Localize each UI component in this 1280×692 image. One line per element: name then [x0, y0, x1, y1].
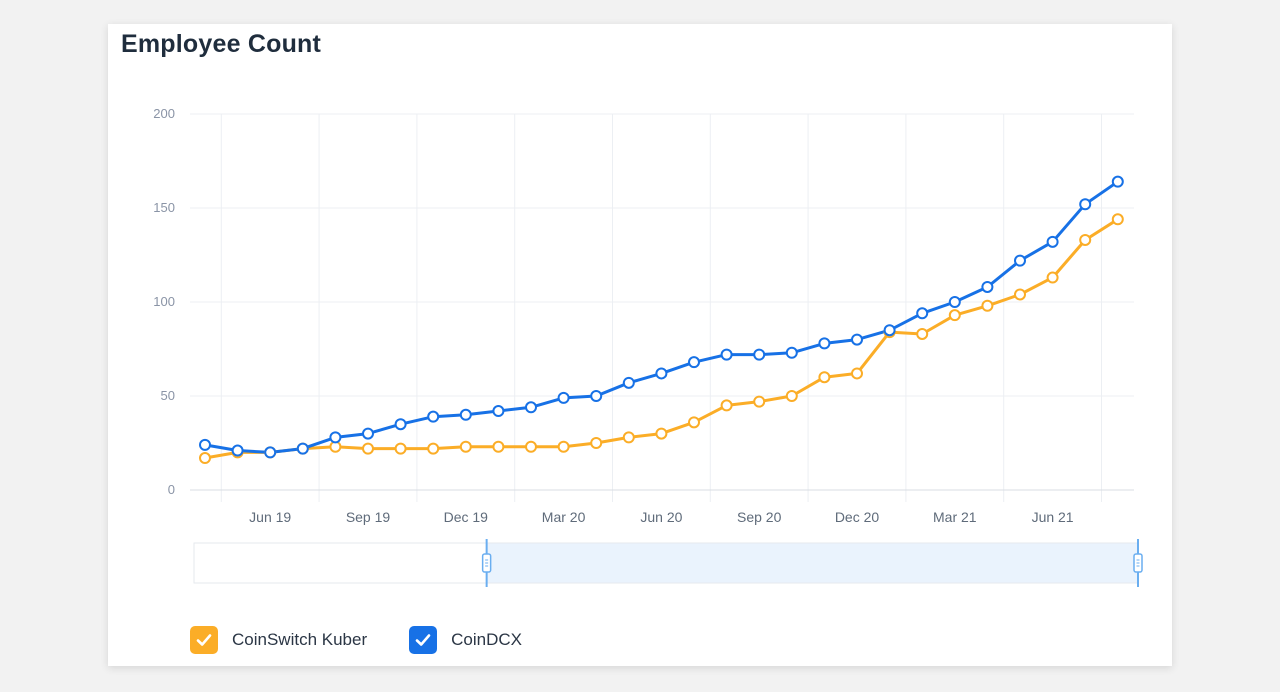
data-point[interactable]	[1046, 271, 1059, 284]
y-tick-label: 200	[153, 106, 175, 121]
x-tick-label: Dec 19	[444, 509, 489, 525]
x-tick-label: Jun 21	[1032, 509, 1074, 525]
data-point[interactable]	[427, 442, 440, 455]
data-point[interactable]	[785, 390, 798, 402]
data-point[interactable]	[394, 418, 407, 431]
legend-label: CoinSwitch Kuber	[232, 630, 368, 649]
data-point[interactable]	[688, 356, 700, 369]
data-point[interactable]	[296, 442, 309, 455]
data-point[interactable]	[557, 440, 570, 453]
data-point[interactable]	[753, 395, 766, 408]
x-tick-label: Mar 20	[542, 509, 586, 525]
legend-item-coinswitch[interactable]: CoinSwitch Kuber	[190, 626, 367, 654]
data-point[interactable]	[427, 410, 440, 423]
data-point[interactable]	[916, 307, 929, 320]
data-point[interactable]	[655, 427, 668, 440]
data-point[interactable]	[883, 324, 896, 337]
legend: CoinSwitch Kuber CoinDCX	[190, 626, 522, 654]
data-point[interactable]	[622, 376, 635, 389]
data-point[interactable]	[1111, 213, 1124, 226]
data-point[interactable]	[264, 446, 277, 459]
data-point[interactable]	[362, 442, 374, 455]
data-point[interactable]	[199, 438, 211, 451]
y-tick-label: 150	[153, 200, 175, 215]
data-point[interactable]	[622, 431, 635, 444]
x-tick-label: Jun 19	[249, 509, 291, 525]
y-tick-label: 0	[168, 482, 175, 497]
data-point[interactable]	[459, 408, 472, 421]
range-slider-selection[interactable]	[486, 543, 1138, 583]
y-tick-label: 100	[153, 294, 175, 309]
data-point[interactable]	[329, 431, 342, 444]
data-point[interactable]	[720, 348, 733, 361]
data-point[interactable]	[948, 296, 961, 308]
data-point[interactable]	[1079, 198, 1092, 211]
data-point[interactable]	[818, 337, 831, 350]
data-point[interactable]	[492, 440, 505, 453]
data-point[interactable]	[1014, 254, 1026, 267]
data-point[interactable]	[981, 280, 994, 293]
chart-card: Employee Count 0 50 100 150 200 Jun 19 Sep 19…	[108, 24, 1172, 666]
x-tick-label: Mar 21	[933, 509, 977, 525]
chart-plot: 0 50 100 150 200 Jun 19 Sep 19 Dec 19 Mar 20 Jun…	[153, 106, 1143, 587]
x-tick-label: Jun 20	[640, 509, 682, 525]
chart-title: Employee Count	[121, 30, 322, 58]
data-point[interactable]	[785, 346, 798, 359]
legend-label: CoinDCX	[451, 630, 522, 649]
data-point[interactable]	[199, 452, 211, 465]
x-tick-label: Sep 20	[737, 509, 782, 525]
data-point[interactable]	[916, 327, 929, 340]
y-tick-label: 50	[161, 388, 175, 403]
checkbox-checked-icon[interactable]	[409, 626, 438, 654]
data-point[interactable]	[1111, 175, 1124, 188]
data-point[interactable]	[394, 442, 407, 455]
data-point[interactable]	[459, 440, 472, 453]
data-point[interactable]	[1079, 233, 1092, 246]
data-point[interactable]	[851, 367, 863, 380]
data-point[interactable]	[1014, 288, 1026, 301]
data-point[interactable]	[557, 391, 570, 404]
data-point[interactable]	[851, 333, 863, 346]
data-point[interactable]	[525, 440, 537, 453]
data-point[interactable]	[688, 416, 700, 429]
data-point[interactable]	[818, 371, 831, 384]
legend-item-coindcx[interactable]: CoinDCX	[409, 626, 522, 654]
data-point[interactable]	[362, 427, 374, 440]
data-point[interactable]	[590, 390, 603, 402]
data-point[interactable]	[981, 299, 994, 312]
data-point[interactable]	[948, 309, 961, 322]
data-point[interactable]	[231, 444, 244, 457]
x-tick-label: Dec 20	[835, 509, 880, 525]
data-point[interactable]	[720, 399, 733, 412]
x-tick-label: Sep 19	[346, 509, 391, 525]
data-point[interactable]	[655, 367, 668, 380]
data-point[interactable]	[492, 405, 505, 418]
series-line	[203, 217, 1120, 460]
checkbox-checked-icon[interactable]	[190, 626, 218, 654]
data-point[interactable]	[1046, 235, 1059, 248]
data-point[interactable]	[590, 437, 603, 449]
data-point[interactable]	[525, 401, 537, 414]
series-line	[203, 180, 1120, 454]
data-point[interactable]	[753, 348, 766, 361]
